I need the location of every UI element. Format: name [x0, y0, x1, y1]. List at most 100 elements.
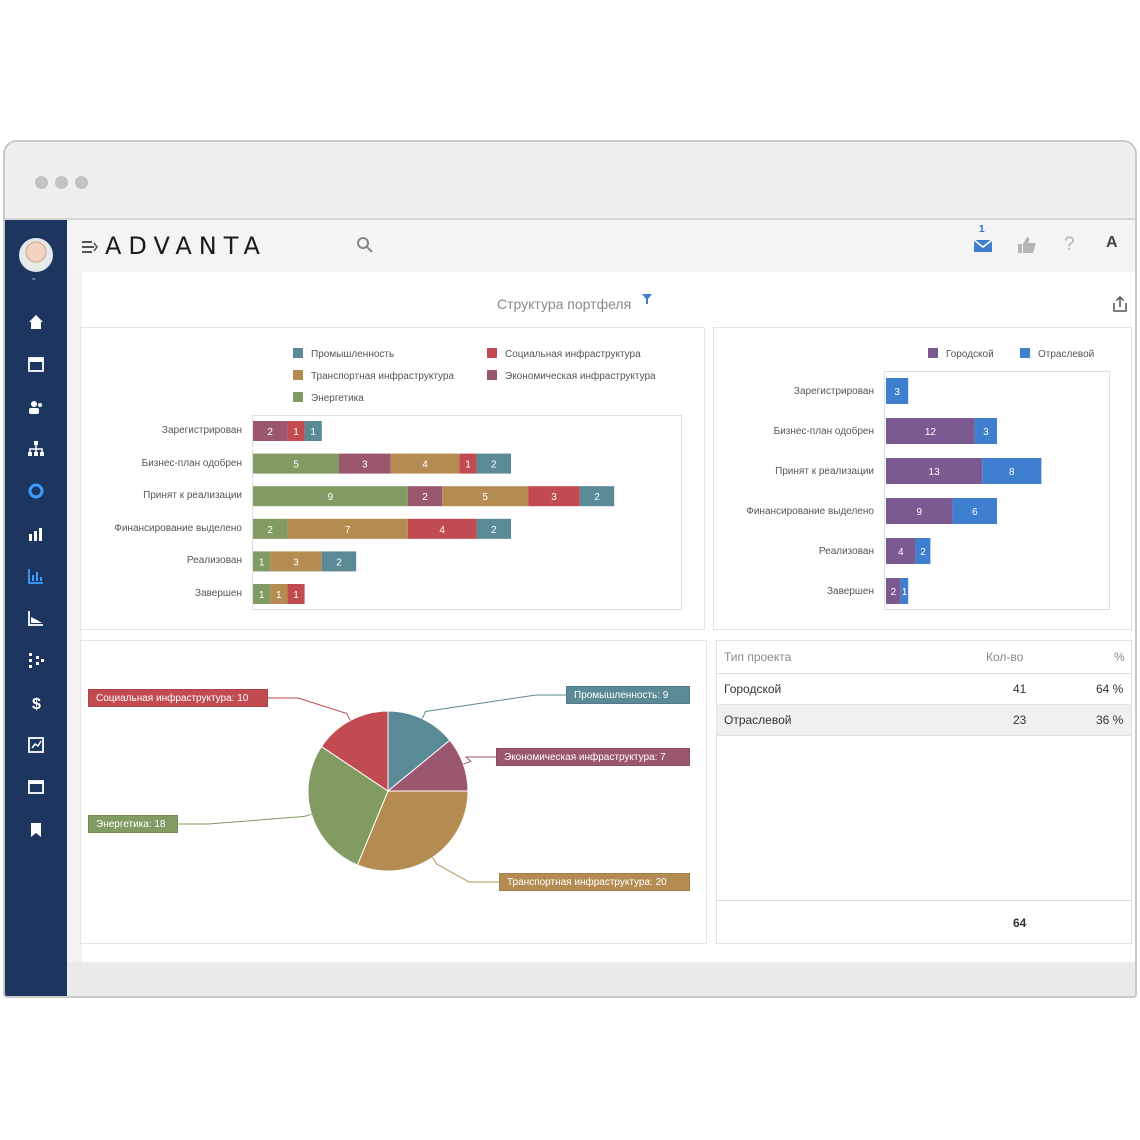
mail-icon[interactable] [973, 238, 993, 254]
bar-segment[interactable] [982, 458, 1042, 484]
bar-segment[interactable] [407, 486, 443, 507]
bar-segment[interactable] [407, 518, 477, 539]
bar-segment[interactable] [270, 584, 288, 604]
org-chart-icon[interactable] [22, 435, 50, 463]
thumbs-up-icon[interactable] [1017, 236, 1037, 254]
area-chart-icon[interactable] [22, 604, 50, 632]
bar-segment[interactable] [287, 518, 408, 539]
cell-percent: 64 % [1096, 682, 1124, 696]
home-icon[interactable] [22, 308, 50, 336]
page-title: Структура портфеля [497, 296, 632, 312]
callout-line [432, 857, 499, 883]
bar-segment[interactable] [304, 421, 322, 441]
bar-segment[interactable] [900, 578, 909, 604]
bookmark-icon[interactable] [22, 816, 50, 844]
legend-item[interactable]: Отраслевой [1020, 348, 1094, 360]
report-icon[interactable] [22, 731, 50, 759]
legend-item[interactable]: Социальная инфраструктура [487, 348, 641, 360]
bar-segment[interactable] [253, 584, 271, 604]
legend-item[interactable]: Энергетика [293, 392, 364, 404]
category-label: Реализован [186, 555, 242, 567]
bar-segment[interactable] [886, 498, 953, 524]
bar-segment[interactable] [253, 518, 288, 539]
legend-item[interactable]: Экономическая инфраструктура [487, 370, 656, 382]
table-divider [717, 673, 1131, 674]
menu-icon[interactable] [82, 240, 98, 254]
category-label: Завершен [826, 586, 874, 597]
bar-segment[interactable] [459, 453, 477, 474]
legend-label: Энергетика [311, 393, 364, 404]
bar-segment[interactable] [442, 486, 529, 507]
window-dot[interactable] [75, 176, 88, 189]
category-label: Принят к реализации [775, 466, 874, 477]
bar-segment[interactable] [270, 551, 322, 572]
bar-segment[interactable] [253, 421, 288, 441]
dollar-icon[interactable]: $ [22, 689, 50, 717]
bar-segment[interactable] [476, 518, 511, 539]
bar-segment[interactable] [528, 486, 580, 507]
bar-segment[interactable] [952, 498, 997, 524]
legend-item[interactable]: Промышленность [293, 348, 394, 360]
data-label: 2 [594, 492, 600, 503]
pie-callout-label: Транспортная инфраструктура: 20 [499, 873, 690, 891]
column-header-count[interactable]: Кол-во [986, 650, 1024, 664]
bar-segment[interactable] [974, 418, 997, 444]
avatar[interactable] [19, 238, 53, 272]
data-label: 5 [482, 492, 488, 503]
bar-segment[interactable] [253, 551, 271, 572]
bar-segment[interactable] [886, 578, 901, 604]
bar-segment[interactable] [253, 486, 408, 507]
users-icon[interactable] [22, 393, 50, 421]
bar-segment[interactable] [886, 458, 983, 484]
bar-segment[interactable] [579, 486, 615, 507]
window-dot[interactable] [35, 176, 48, 189]
bar-segment[interactable] [476, 453, 511, 474]
column-header-type[interactable]: Тип проекта [724, 650, 792, 664]
data-label: 2 [422, 492, 428, 503]
data-label: 1 [259, 590, 265, 601]
tree-icon[interactable] [22, 646, 50, 674]
legend-item[interactable]: Городской [928, 348, 994, 360]
category-label: Бизнес-план одобрен [773, 426, 874, 437]
bar-segment[interactable] [287, 584, 305, 604]
window-icon[interactable] [22, 773, 50, 801]
filter-icon[interactable] [641, 293, 653, 305]
bar-chart-icon[interactable] [22, 562, 50, 590]
bar-segment[interactable] [287, 421, 305, 441]
data-label: 2 [336, 557, 342, 568]
app-logo[interactable]: ADVANTA [105, 232, 267, 260]
window-dot[interactable] [55, 176, 68, 189]
cell-type: Отраслевой [724, 713, 792, 727]
category-label: Завершен [194, 588, 242, 599]
bar-segment[interactable] [321, 551, 357, 572]
data-label: 13 [929, 467, 941, 478]
help-icon[interactable]: ? [1064, 234, 1075, 255]
account-icon[interactable]: A [1106, 234, 1118, 251]
bar-segment[interactable] [390, 453, 460, 474]
bar-segment[interactable] [915, 538, 931, 564]
pie-slice[interactable] [307, 745, 389, 866]
table-divider [717, 900, 1131, 901]
bar-segment[interactable] [886, 418, 975, 444]
calendar-icon[interactable] [22, 350, 50, 378]
chart-icon[interactable] [22, 520, 50, 548]
legend-label: Экономическая инфраструктура [505, 371, 656, 382]
legend-item[interactable]: Транспортная инфраструктура [293, 370, 454, 382]
data-label: 7 [345, 525, 351, 536]
circle-icon[interactable] [22, 477, 50, 505]
category-label: Финансирование выделено [114, 522, 242, 534]
pie-slice[interactable] [356, 790, 469, 872]
bar-segment[interactable] [886, 538, 916, 564]
search-icon[interactable] [356, 236, 374, 254]
pie-slice[interactable] [387, 710, 451, 793]
pie-slice[interactable] [320, 710, 389, 792]
table-row[interactable] [717, 674, 1131, 705]
share-icon[interactable] [1112, 296, 1128, 312]
bar-segment[interactable] [253, 453, 339, 474]
column-header-percent[interactable]: % [1114, 650, 1125, 664]
chevron-down-icon[interactable]: ⌄ [30, 272, 38, 282]
data-label: 9 [917, 507, 923, 518]
bar-segment[interactable] [886, 378, 909, 404]
table-row[interactable] [717, 705, 1131, 736]
bar-segment[interactable] [339, 453, 391, 474]
